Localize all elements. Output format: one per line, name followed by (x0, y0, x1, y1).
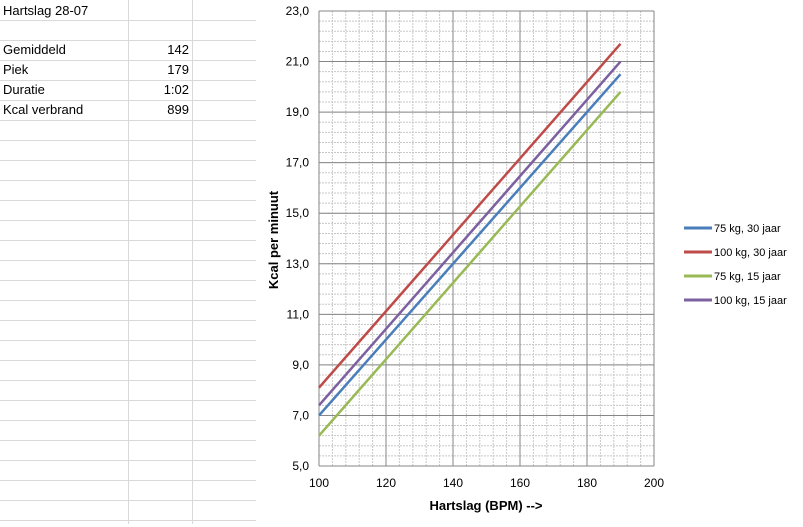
y-axis-label: Kcal per minuut (266, 190, 281, 289)
legend-label: 75 kg, 15 jaar (714, 271, 781, 283)
row-value-piek[interactable]: 179 (167, 62, 189, 77)
x-tick-label: 140 (443, 476, 463, 490)
chart-container[interactable]: 100 120 140 160 180 200 5,0 7,0 9,0 11,0 13,0 15,0 1… (256, 0, 803, 524)
major-gridlines (318, 10, 655, 467)
x-tick-label: 100 (309, 476, 329, 490)
row-divider (0, 160, 256, 161)
y-tick-label: 23,0 (286, 4, 310, 18)
row-divider (0, 360, 256, 361)
y-tick-label: 17,0 (286, 156, 310, 170)
row-divider (0, 240, 256, 241)
y-tick-label: 19,0 (286, 105, 310, 119)
y-tick-label: 5,0 (292, 459, 309, 473)
row-value-gemiddeld[interactable]: 142 (167, 42, 189, 57)
y-tick-label: 13,0 (286, 257, 310, 271)
y-tick-label: 7,0 (292, 408, 309, 422)
row-divider (0, 520, 256, 521)
row-divider (0, 420, 256, 421)
row-divider (0, 440, 256, 441)
series-line (318, 91, 622, 437)
row-label-duratie[interactable]: Duratie (3, 82, 45, 97)
x-tick-label: 180 (577, 476, 597, 490)
kcal-chart[interactable]: 100 120 140 160 180 200 5,0 7,0 9,0 11,0 13,0 15,0 1… (256, 0, 803, 524)
row-divider (0, 380, 256, 381)
row-divider (0, 480, 256, 481)
row-divider (0, 260, 256, 261)
row-divider (0, 400, 256, 401)
row-divider (0, 220, 256, 221)
x-axis-label: Hartslag (BPM) --> (429, 498, 542, 513)
row-label-piek[interactable]: Piek (3, 62, 29, 77)
series-lines (318, 43, 622, 437)
row-divider (0, 120, 256, 121)
legend-label: 75 kg, 30 jaar (714, 223, 781, 235)
row-divider (0, 180, 256, 181)
chart-legend: 75 kg, 30 jaar 100 kg, 30 jaar 75 kg, 15 j… (684, 223, 787, 307)
x-tick-label: 200 (644, 476, 664, 490)
row-divider (0, 500, 256, 501)
row-label-gemiddeld[interactable]: Gemiddeld (3, 42, 66, 57)
legend-label: 100 kg, 30 jaar (714, 247, 787, 259)
sheet-title[interactable]: Hartslag 28-07 (3, 3, 89, 18)
column-divider (192, 0, 193, 524)
y-tick-label: 21,0 (286, 55, 310, 69)
legend-label: 100 kg, 15 jaar (714, 295, 787, 307)
row-label-kcal[interactable]: Kcal verbrand (3, 102, 84, 117)
y-tick-label: 9,0 (292, 358, 309, 372)
row-divider (0, 460, 256, 461)
tick-labels: 100 120 140 160 180 200 5,0 7,0 9,0 11,0 13,0 15,0 1… (286, 4, 665, 490)
row-value-kcal[interactable]: 899 (167, 102, 189, 117)
series-line (318, 43, 622, 389)
row-divider (0, 300, 256, 301)
row-divider (0, 200, 256, 201)
y-tick-label: 15,0 (286, 206, 310, 220)
series-line (318, 60, 622, 407)
series-line (318, 73, 622, 417)
row-divider (0, 280, 256, 281)
x-tick-label: 160 (510, 476, 530, 490)
row-divider (0, 140, 256, 141)
row-value-duratie[interactable]: 1:02 (163, 82, 189, 97)
row-divider (0, 320, 256, 321)
x-tick-label: 120 (376, 476, 396, 490)
y-tick-label: 11,0 (287, 307, 310, 321)
row-divider (0, 340, 256, 341)
